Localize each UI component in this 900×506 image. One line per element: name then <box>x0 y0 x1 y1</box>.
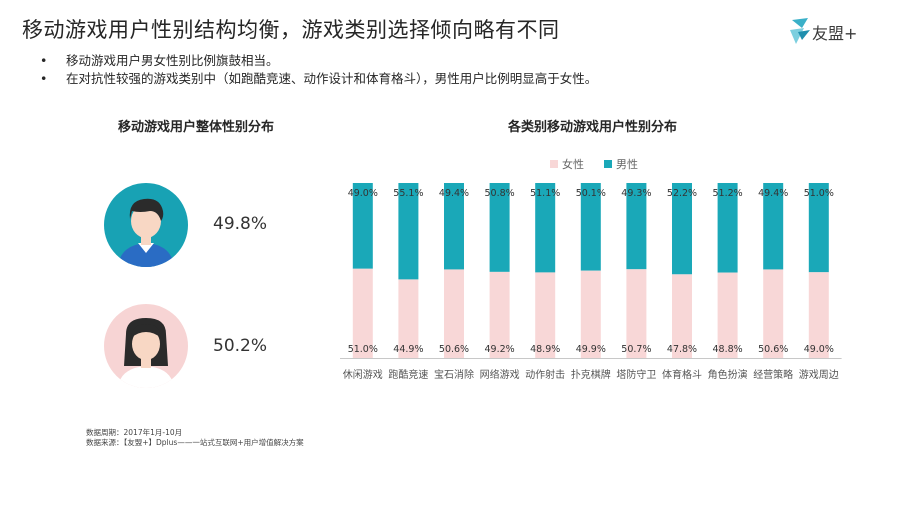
bar-female <box>672 274 692 358</box>
data-label-male: 50.1% <box>576 188 606 199</box>
data-label-female: 47.8% <box>667 344 697 355</box>
left-section-title: 移动游戏用户整体性别分布 <box>118 120 275 135</box>
bar-female <box>763 269 784 358</box>
data-label-male: 55.1% <box>393 188 423 199</box>
bar-male <box>808 183 829 273</box>
bullet-list: 移动游戏用户男女性别比例旗鼓相当。 在对抗性较强的游戏类别中（如跑酷竞速、动作设… <box>40 52 597 88</box>
category-label: 扑克棋牌 <box>571 368 611 381</box>
category-label: 塔防守卫 <box>616 368 656 381</box>
bar-male <box>626 183 647 270</box>
data-label-male: 49.4% <box>439 188 469 199</box>
data-label-female: 48.8% <box>713 344 743 355</box>
bullet-item: 移动游戏用户男女性别比例旗鼓相当。 <box>40 52 597 70</box>
data-label-male: 49.0% <box>348 188 378 199</box>
bar-female <box>808 272 829 358</box>
data-label-female: 50.6% <box>439 344 469 355</box>
bar-female <box>444 269 464 358</box>
female-avatar-icon <box>104 304 188 388</box>
footnote: 数据周期：2017年1月-10月 数据来源：【友盟+】Dplus——一站式互联网… <box>86 428 304 448</box>
logo-text: 友盟+ <box>812 24 858 43</box>
category-label: 游戏周边 <box>799 368 839 381</box>
page-title: 移动游戏用户性别结构均衡，游戏类别选择倾向略有不同 <box>22 18 560 42</box>
category-label: 角色扮演 <box>708 368 748 381</box>
bar-male <box>489 183 510 272</box>
data-label-female: 49.2% <box>485 344 515 355</box>
legend-label-female: 女性 <box>562 157 584 171</box>
male-avatar-icon <box>104 183 188 267</box>
bullet-item: 在对抗性较强的游戏类别中（如跑酷竞速、动作设计和体育格斗），男性用户比例明显高于… <box>40 70 597 88</box>
legend-label-male: 男性 <box>616 157 638 171</box>
bar-male <box>763 183 784 270</box>
bar-female <box>717 272 738 358</box>
bar-female <box>489 271 510 358</box>
data-label-male: 52.2% <box>667 188 697 199</box>
footnote-period: 数据周期：2017年1月-10月 <box>86 428 183 437</box>
legend-swatch-female <box>550 160 558 168</box>
data-label-male: 50.8% <box>485 188 515 199</box>
category-label: 网络游戏 <box>480 368 520 381</box>
category-label: 动作射击 <box>525 369 565 381</box>
data-label-female: 48.9% <box>530 344 560 355</box>
data-label-female: 51.0% <box>348 344 378 355</box>
category-label: 经营策略 <box>753 368 793 381</box>
bar-female <box>626 269 647 358</box>
stacked-bar-chart: 女性 男性 49.0% 51.0% 休闲游戏 55.1% 44.9% 跑酷竞速 49.4% 50.… <box>340 157 842 381</box>
bar-female <box>535 272 556 358</box>
umeng-logo-icon <box>790 18 810 44</box>
data-label-female: 44.9% <box>393 344 423 355</box>
category-label: 跑酷竞速 <box>388 368 428 381</box>
bar-male <box>352 183 373 269</box>
data-label-male: 51.2% <box>713 188 743 199</box>
bar-male <box>672 183 692 275</box>
bar-female <box>580 270 601 358</box>
female-percentage: 50.2% <box>213 336 268 356</box>
data-label-female: 50.7% <box>621 344 651 355</box>
data-label-male: 51.1% <box>530 188 560 199</box>
category-label: 休闲游戏 <box>343 368 383 381</box>
data-label-female: 49.9% <box>576 344 606 355</box>
chart-title: 各类别移动游戏用户性别分布 <box>508 120 678 135</box>
data-label-male: 49.4% <box>758 188 788 199</box>
footnote-source: 数据来源：【友盟+】Dplus——一站式互联网+用户增值解决方案 <box>86 438 304 447</box>
bar-female <box>352 268 373 358</box>
category-label: 体育格斗 <box>662 368 702 381</box>
category-label: 宝石消除 <box>434 368 474 381</box>
bar-male <box>398 183 419 280</box>
data-label-male: 49.3% <box>621 188 651 199</box>
bar-male <box>444 183 464 270</box>
data-label-male: 51.0% <box>804 188 834 199</box>
bar-male <box>535 183 556 273</box>
data-label-female: 50.6% <box>758 344 788 355</box>
legend-swatch-male <box>604 160 612 168</box>
bar-male <box>580 183 601 271</box>
male-percentage: 49.8% <box>213 214 268 234</box>
bar-female <box>398 279 419 358</box>
bar-male <box>717 183 738 273</box>
data-label-female: 49.0% <box>804 344 834 355</box>
